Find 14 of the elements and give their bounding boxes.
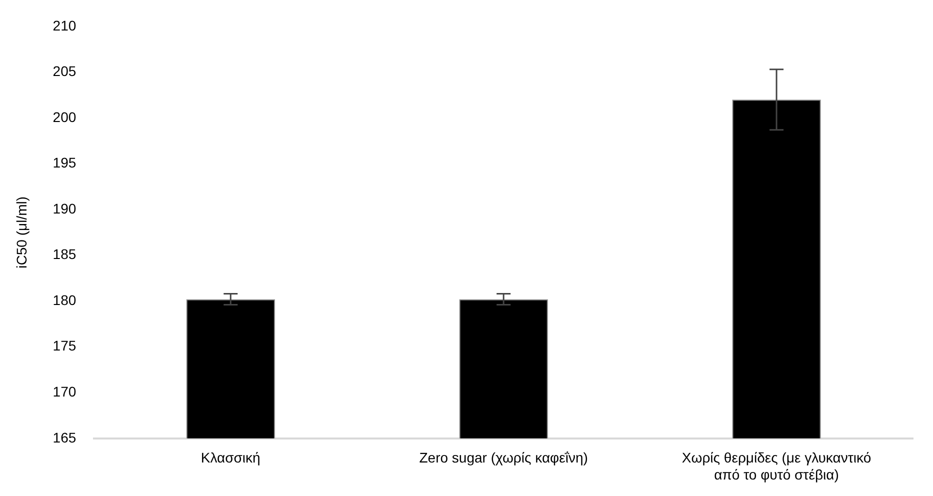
y-tick-label: 185 (52, 246, 76, 262)
x-tick-label: Zero sugar (χωρίς καφεΐνη) (419, 450, 588, 466)
y-tick-label: 210 (52, 17, 76, 34)
y-tick-label: 165 (52, 429, 76, 446)
y-tick-label: 200 (52, 108, 76, 125)
y-tick-label: 175 (52, 338, 76, 354)
y-axis-title: iC50 (μl/ml) (13, 196, 30, 268)
y-tick-label: 170 (52, 383, 76, 400)
y-tick-label: 190 (52, 200, 76, 216)
x-tick-label: Κλασσική (200, 450, 260, 466)
y-tick-label: 205 (52, 63, 76, 80)
y-tick-label: 195 (52, 154, 76, 171)
x-tick-label: Χωρίς θερμίδες (με γλυκαντικό από το φυτό στέβια) (682, 450, 872, 482)
y-tick-label: 180 (52, 292, 76, 308)
